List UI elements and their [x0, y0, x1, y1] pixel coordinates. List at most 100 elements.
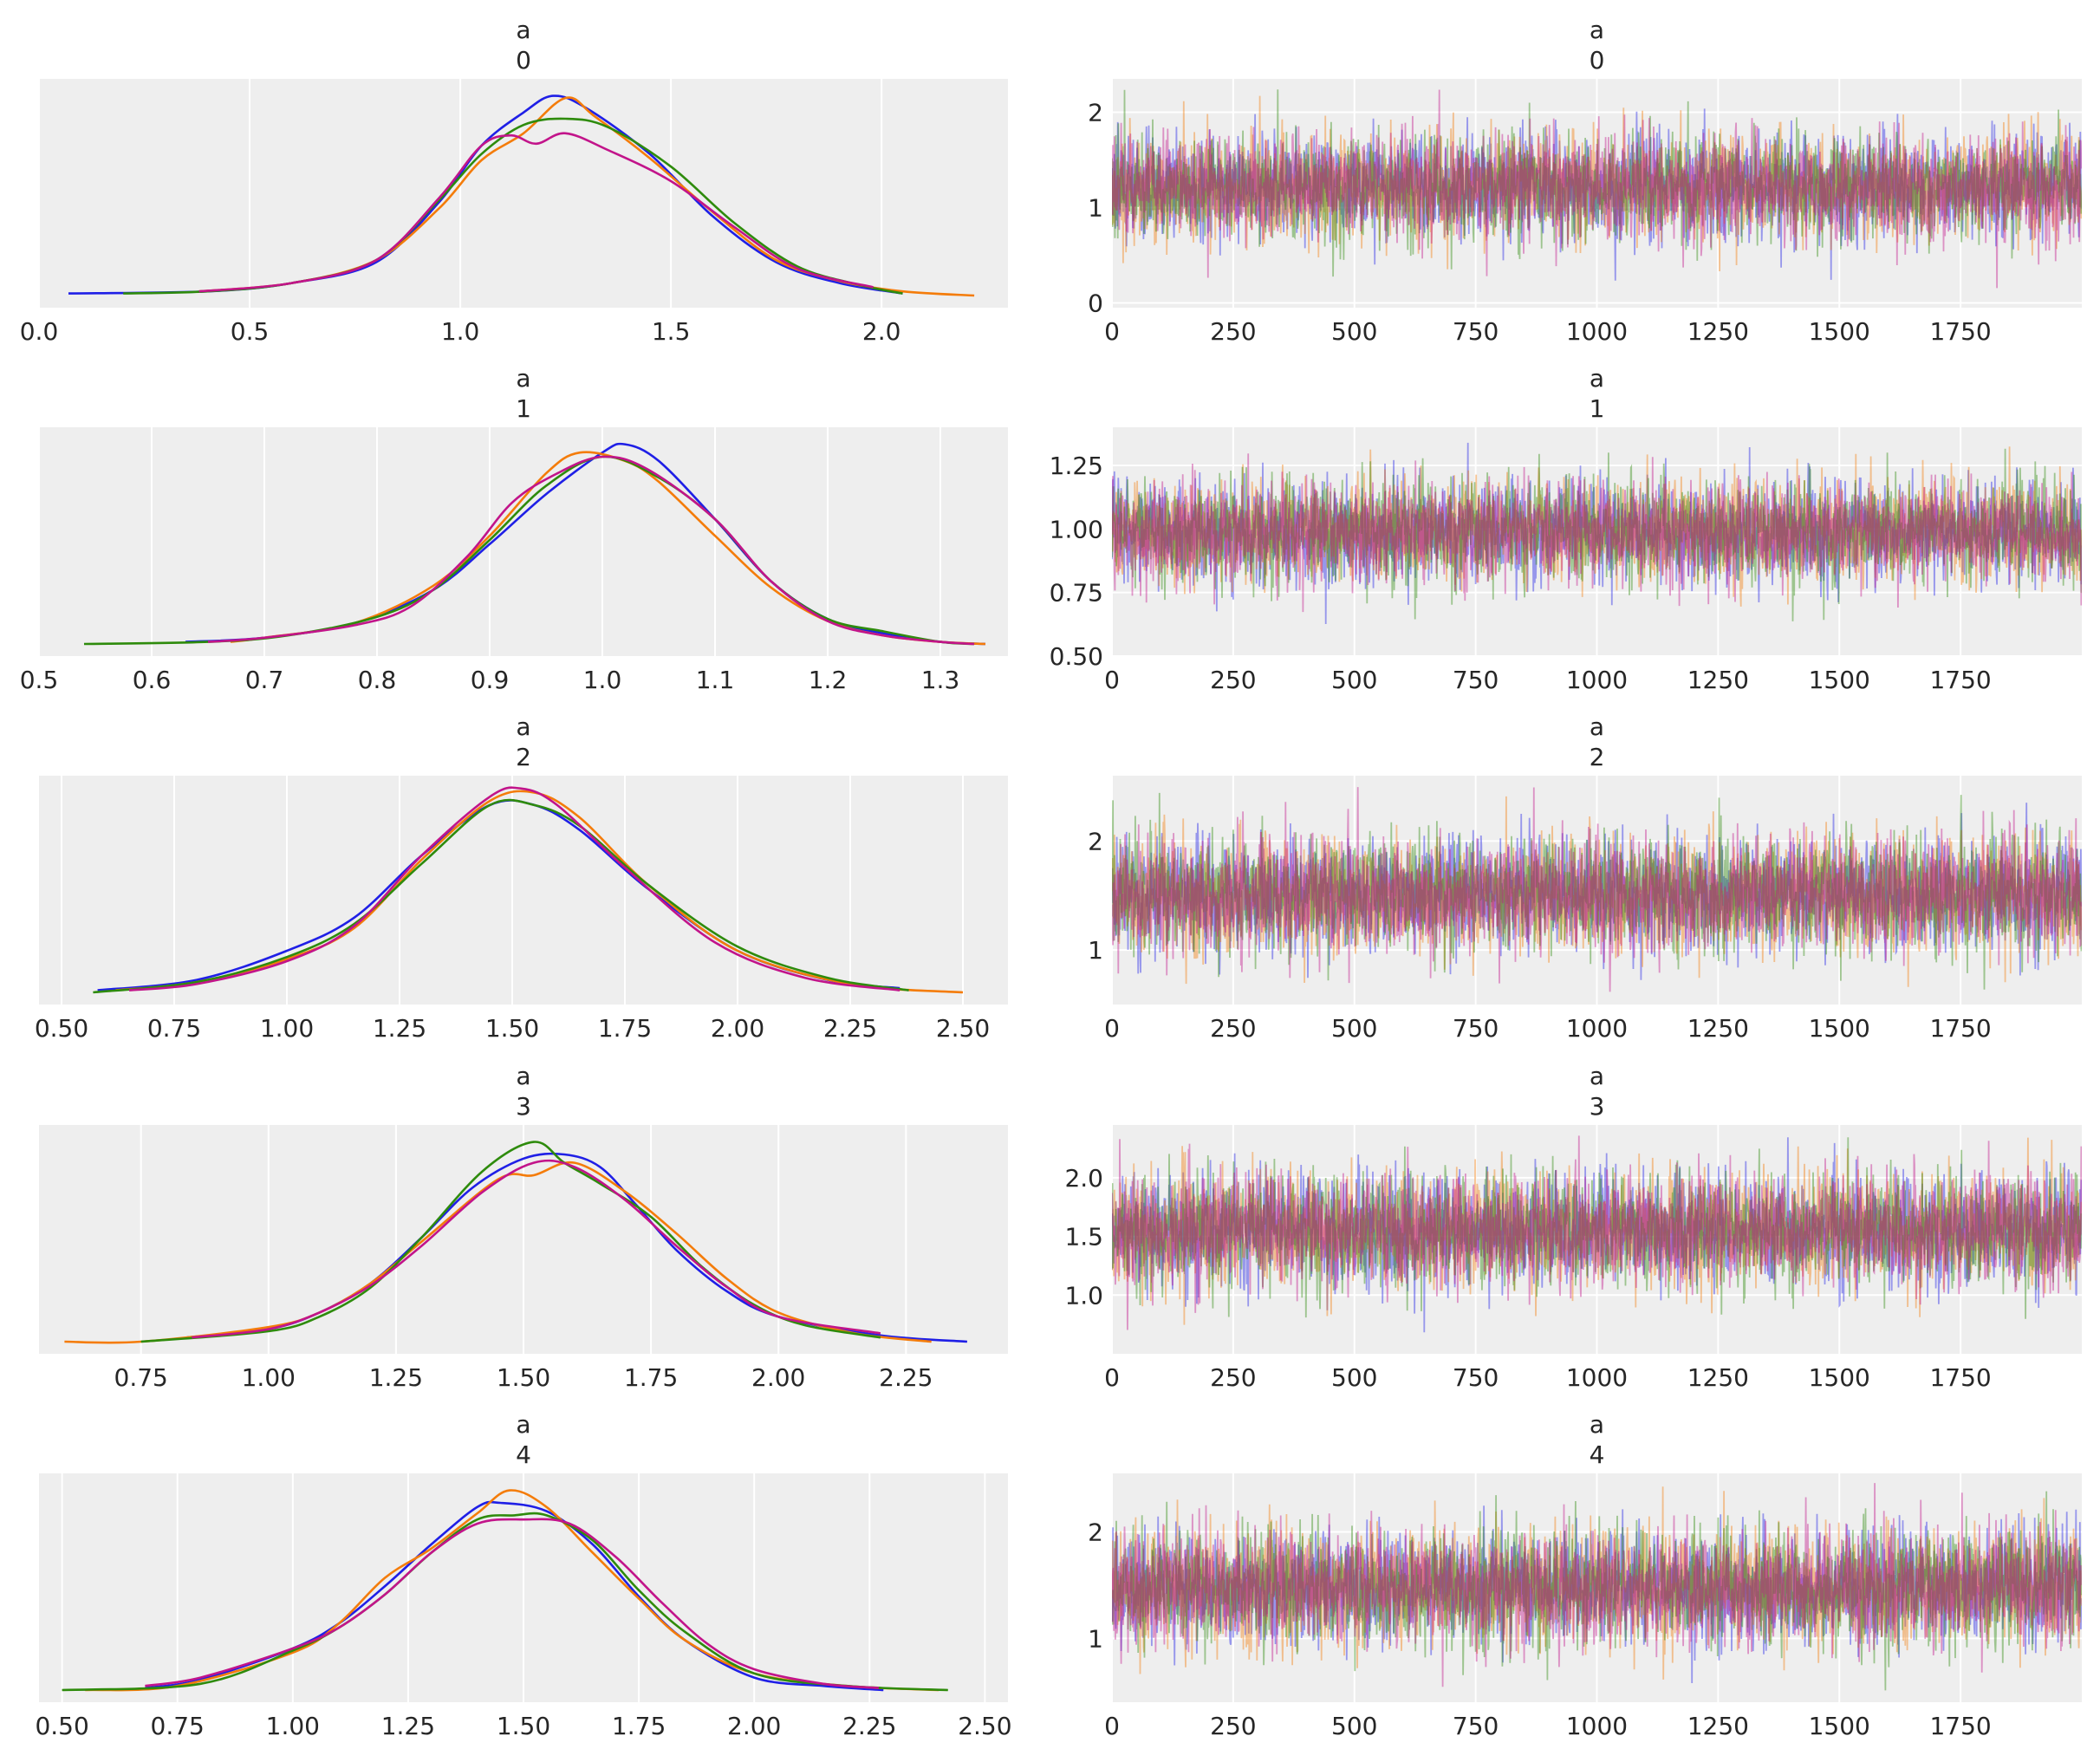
x-tick-label: 1.25	[373, 1014, 426, 1043]
x-tick-label: 0	[1104, 1363, 1120, 1392]
x-tick-label: 0.8	[358, 666, 397, 694]
plot-area	[39, 776, 1008, 1005]
trace-lines	[1112, 442, 2082, 625]
subplot-title-coord: 4	[1590, 1440, 1605, 1469]
x-tick-label: 1.50	[485, 1014, 539, 1043]
x-tick-label: 1250	[1687, 1712, 1749, 1740]
trace-line-chain-1	[1112, 1137, 2082, 1325]
subplot-density-3: a3 0.75 1.00 1.25 1.50 1.75 2.00 2.25	[39, 1062, 1008, 1392]
x-tick-label: 500	[1331, 317, 1377, 346]
x-tick-label: 1250	[1687, 666, 1749, 694]
x-tick-label: 1.5	[652, 317, 691, 346]
trace-line-chain-0	[1112, 1137, 2082, 1333]
x-tick-label: 0.6	[133, 666, 172, 694]
x-tick-label: 0	[1104, 1014, 1120, 1043]
trace-line-chain-0	[1112, 442, 2082, 625]
subplot-title-coord: 1	[1590, 394, 1605, 423]
subplot-trace-3: a3 0 250 500 750 1000 1250 1500 1750 1.0 1.5 2.0	[1064, 1062, 2082, 1392]
subplot-title-var: a	[1590, 712, 1604, 741]
trace-line-chain-3	[1112, 453, 2082, 613]
subplot-title-var: a	[516, 16, 530, 44]
subplot-title-coord: 2	[516, 743, 531, 771]
trace-line-chain-1	[1112, 95, 2082, 272]
x-tick-label: 0.9	[471, 666, 510, 694]
x-tick-label: 0	[1104, 1712, 1120, 1740]
subplot-title-coord: 4	[516, 1440, 531, 1469]
subplot-density-4: a4 0.50 0.75 1.00 1.25 1.50 1.75 2.00 2.25 2.50	[35, 1410, 1011, 1740]
subplot-title-coord: 2	[1590, 743, 1605, 771]
trace-lines	[1112, 1483, 2082, 1691]
x-tick-label: 250	[1210, 317, 1256, 346]
trace-line-chain-1	[1112, 1486, 2082, 1680]
density-line-chain-1	[64, 1161, 932, 1344]
x-tick-label: 1.50	[497, 1363, 550, 1392]
x-tick-label: 1750	[1929, 1363, 1991, 1392]
density-line-chain-1	[115, 790, 964, 994]
x-tick-label: 2.50	[958, 1712, 1011, 1740]
subplot-title-coord: 1	[516, 394, 531, 423]
x-tick-label: 250	[1210, 1363, 1256, 1392]
subplot-title-var: a	[1590, 364, 1604, 393]
trace-line-chain-0	[1112, 1505, 2082, 1684]
x-tick-label: 0.50	[35, 1712, 88, 1740]
trace-line-chain-2	[1112, 1137, 2082, 1319]
x-tick-label: 1.0	[583, 666, 622, 694]
trace-line-chain-3	[1112, 1135, 2082, 1330]
density-line-chain-3	[198, 132, 874, 293]
x-tick-label: 1750	[1929, 1014, 1991, 1043]
y-tick-label: 2.0	[1064, 1164, 1103, 1193]
trace-line-chain-3	[1112, 1483, 2082, 1687]
x-tick-label: 1500	[1809, 317, 1870, 346]
x-tick-label: 0.7	[245, 666, 284, 694]
subplot-density-1: a1 0.5 0.6 0.7 0.8 0.9 1.0 1.1 1.2 1.3	[20, 364, 1008, 694]
subplot-title-coord: 3	[1590, 1092, 1605, 1121]
trace-line-chain-0	[1112, 108, 2082, 281]
x-tick-label: 2.00	[711, 1014, 764, 1043]
x-tick-label: 1.00	[242, 1363, 296, 1392]
y-tick-label: 1.5	[1064, 1223, 1103, 1252]
y-tick-label: 2	[1088, 1518, 1103, 1547]
trace-lines	[1112, 89, 2082, 289]
trace-line-chain-2	[1112, 89, 2082, 277]
subplot-title-var: a	[1590, 1062, 1604, 1090]
x-tick-label: 0.50	[35, 1014, 88, 1043]
x-tick-label: 1500	[1809, 1712, 1870, 1740]
x-tick-label: 2.00	[727, 1712, 781, 1740]
x-tick-label: 1.1	[696, 666, 735, 694]
x-tick-label: 250	[1210, 666, 1256, 694]
subplot-title-var: a	[516, 1062, 530, 1090]
x-tick-label: 1750	[1929, 317, 1991, 346]
x-tick-label: 0.0	[20, 317, 59, 346]
density-line-chain-3	[192, 1159, 881, 1339]
x-tick-label: 1.3	[921, 666, 960, 694]
subplot-density-2: a2 0.50 0.75 1.00 1.25 1.50 1.75 2.00 2.25 2.50	[35, 712, 1008, 1043]
x-tick-label: 2.50	[936, 1014, 990, 1043]
x-tick-label: 1250	[1687, 317, 1749, 346]
x-tick-label: 0	[1104, 317, 1120, 346]
x-tick-label: 1.0	[441, 317, 480, 346]
x-tick-label: 250	[1210, 1712, 1256, 1740]
x-tick-label: 500	[1331, 1363, 1377, 1392]
plot-area	[39, 79, 1008, 308]
x-tick-label: 750	[1453, 1014, 1499, 1043]
y-tick-label: 2	[1088, 99, 1103, 127]
x-tick-label: 1.00	[266, 1712, 320, 1740]
x-tick-label: 1750	[1929, 666, 1991, 694]
x-tick-label: 1.75	[612, 1712, 666, 1740]
x-tick-label: 1.25	[381, 1712, 435, 1740]
subplot-title-coord: 0	[1590, 46, 1605, 75]
x-tick-label: 1500	[1809, 666, 1870, 694]
y-tick-label: 1.0	[1064, 1281, 1103, 1310]
density-line-chain-2	[93, 798, 909, 994]
x-tick-label: 1250	[1687, 1363, 1749, 1392]
density-line-chain-3	[207, 455, 975, 646]
subplot-title-var: a	[1590, 1410, 1604, 1439]
x-tick-label: 1250	[1687, 1014, 1749, 1043]
trace-line-chain-0	[1112, 803, 2082, 980]
x-tick-label: 1.75	[624, 1363, 678, 1392]
x-tick-label: 2.0	[862, 317, 901, 346]
x-tick-label: 1.75	[598, 1014, 652, 1043]
y-tick-label: 1	[1088, 936, 1103, 965]
x-tick-label: 0.5	[20, 666, 59, 694]
x-tick-label: 1000	[1566, 1712, 1628, 1740]
